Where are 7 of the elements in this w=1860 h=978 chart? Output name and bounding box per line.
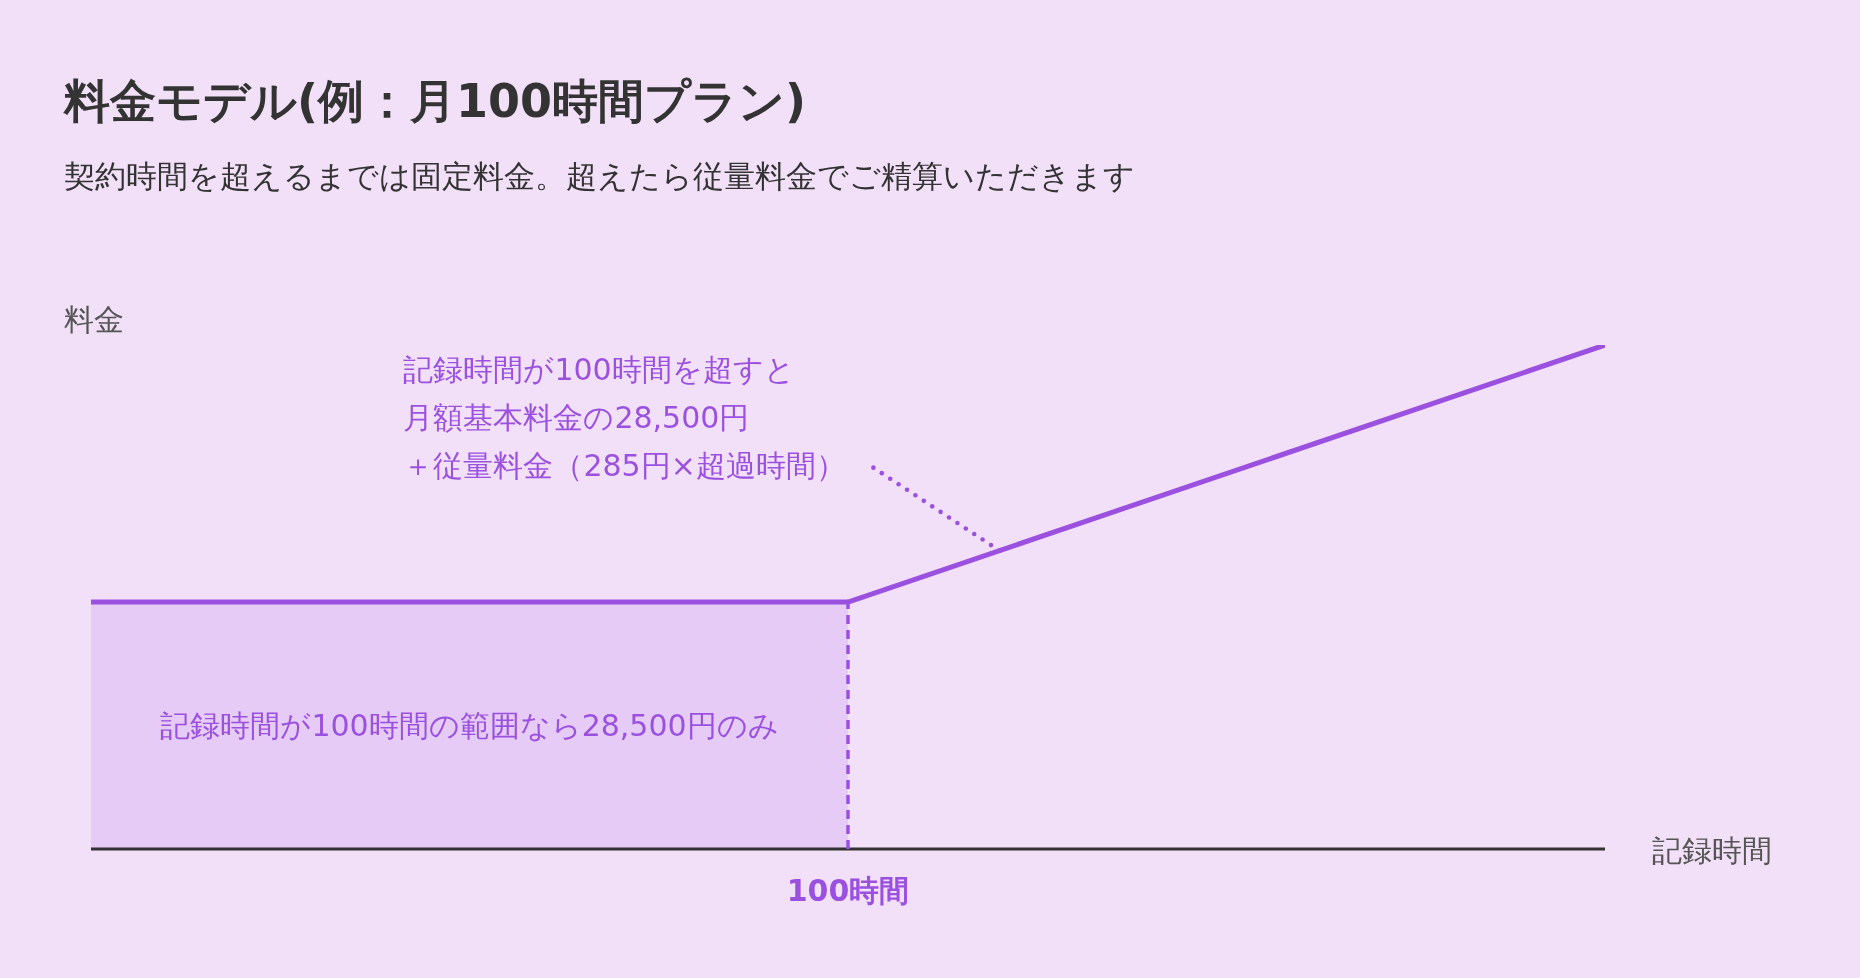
chart-title: 料金モデル(例：月100時間プラン) <box>64 74 807 128</box>
x-axis-title: 記録時間 <box>1652 832 1772 868</box>
annotation: 記録時間が100時間の範囲なら28,500円のみ <box>160 707 779 743</box>
annotation: 記録時間が100時間を超すと月額基本料金の28,500円＋従量料金（285円×超過時間） <box>403 351 846 483</box>
annotation: 100時間 <box>786 873 910 908</box>
chart-subtitle: 契約時間を超えるまでは固定料金。超えたら従量料金でご精算いただきます <box>64 158 1135 196</box>
y-axis-title: 料金 <box>64 301 124 337</box>
